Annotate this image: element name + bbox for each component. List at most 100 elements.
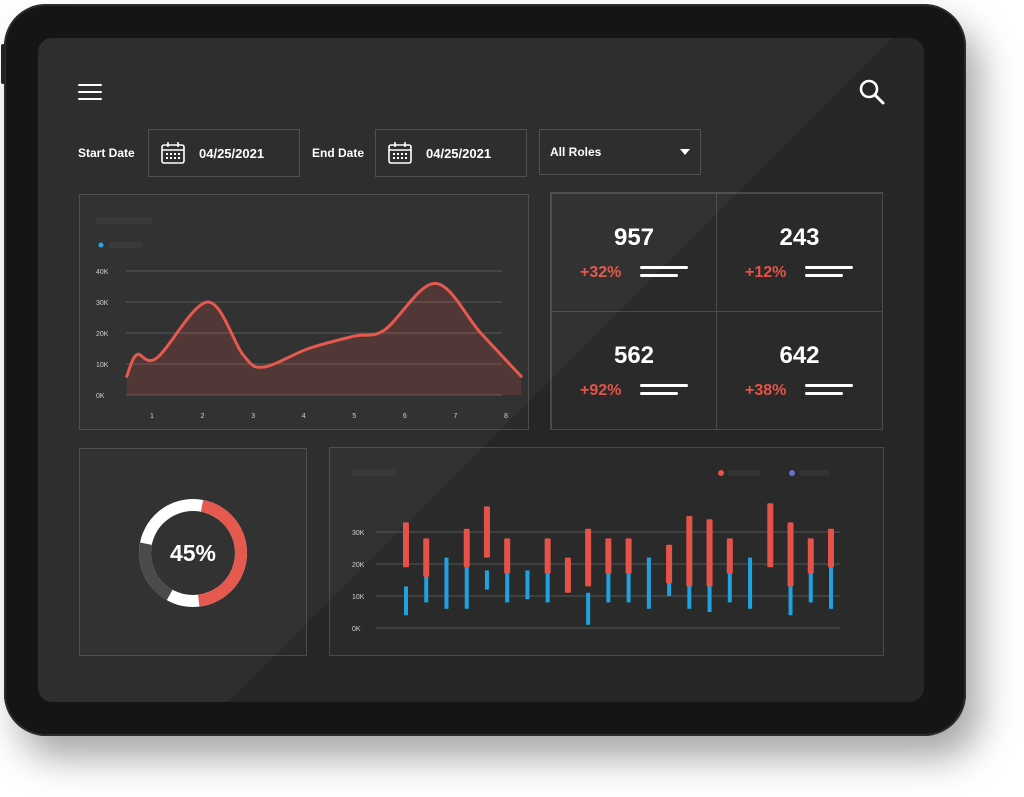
stat-change: +92%	[580, 382, 622, 399]
end-date-label: End Date	[312, 146, 365, 160]
area-line	[125, 281, 523, 378]
x-tick-label: 5	[352, 413, 356, 420]
x-tick-label: 7	[453, 413, 457, 420]
search-icon[interactable]	[858, 78, 886, 106]
chart-title-placeholder	[96, 217, 152, 224]
bar-red	[483, 506, 490, 558]
x-tick-label: 6	[403, 413, 407, 420]
stat-change: +32%	[580, 264, 622, 281]
bar-blue	[788, 586, 793, 616]
hamburger-menu-icon[interactable]	[78, 84, 102, 102]
stat-value: 957	[613, 224, 655, 251]
bar-blue	[586, 592, 591, 625]
bar-chart-panel: 0K 10K 20K 30K	[329, 447, 884, 656]
bar-blue	[424, 573, 429, 603]
bar-red	[564, 557, 571, 593]
legend-label-placeholder	[728, 470, 760, 476]
stat-value: 562	[613, 342, 655, 369]
y-tick-label: 30K	[96, 300, 109, 307]
y-tick-label: 10K	[96, 362, 109, 369]
stat-card[interactable]: 243 +12%	[716, 193, 883, 312]
bar-blue	[484, 570, 489, 590]
bar-blue	[444, 557, 449, 609]
stat-value: 243	[779, 224, 820, 251]
bar-blue	[808, 570, 813, 603]
bar-red	[787, 522, 794, 587]
end-date-field[interactable]: 04/25/2021	[375, 129, 527, 177]
bar-red	[544, 538, 551, 574]
bar-blue	[748, 557, 753, 609]
y-tick-label: 20K	[352, 562, 365, 569]
bar-red	[403, 522, 409, 568]
bar-red	[767, 503, 774, 568]
bar-red	[706, 519, 713, 587]
area-chart: 0K 10K 20K 30K 40K 1 2 3 4 5 6 7 8	[96, 217, 523, 420]
donut-secondary-arc	[139, 499, 247, 607]
bar-blue	[525, 570, 530, 600]
bar-blue	[606, 573, 611, 603]
bar-red	[807, 538, 814, 574]
bar-red	[423, 538, 430, 577]
bar-red	[605, 538, 612, 574]
roles-select[interactable]: All Roles	[539, 129, 701, 175]
stat-change: +12%	[745, 264, 787, 281]
calendar-icon	[161, 142, 185, 164]
start-date-value: 04/25/2021	[199, 145, 265, 161]
area-chart-panel: 0K 10K 20K 30K 40K 1 2 3 4 5 6 7 8	[79, 194, 529, 430]
bar-blue	[687, 573, 692, 609]
legend-label-placeholder	[799, 470, 829, 476]
stat-placeholder-lines	[805, 384, 853, 400]
y-tick-label: 0K	[352, 626, 361, 633]
y-tick-label: 20K	[96, 331, 109, 338]
bar-blue	[626, 573, 631, 603]
roles-select-value: All Roles	[550, 145, 602, 159]
bar-red	[463, 528, 470, 568]
legend-dot	[718, 470, 724, 476]
bar-red	[828, 528, 834, 568]
stat-card[interactable]: 957 +32%	[551, 193, 717, 312]
chart-title-placeholder	[352, 469, 396, 476]
y-tick-label: 0K	[96, 393, 105, 400]
bar-red	[585, 528, 592, 587]
chevron-down-icon	[680, 149, 690, 155]
y-tick-label: 30K	[352, 530, 365, 537]
bar-blue	[829, 564, 833, 609]
tablet-frame: Start Date 04/25/2021 End Date	[1, 4, 966, 736]
legend-dot	[789, 470, 795, 476]
bar-blue	[404, 586, 408, 616]
start-date-label: Start Date	[78, 146, 135, 160]
bar-blue	[707, 583, 712, 612]
stat-placeholder-lines	[640, 384, 688, 400]
bar-red	[726, 538, 733, 574]
bar-blue	[464, 564, 469, 609]
bar-red	[666, 544, 673, 584]
x-tick-label: 8	[504, 413, 508, 420]
bar-red	[686, 516, 693, 587]
x-tick-label: 1	[150, 413, 154, 420]
start-date-field[interactable]: 04/25/2021	[148, 129, 300, 177]
donut-percent-label: 45%	[169, 540, 217, 566]
stat-placeholder-lines	[805, 266, 853, 282]
bar-blue	[505, 573, 510, 603]
stat-card[interactable]: 562 +92%	[551, 311, 717, 430]
stats-grid: 957 +32% 243 +12% 562 +92% 642 +38%	[550, 192, 883, 430]
bar-blue	[545, 573, 550, 603]
end-date-value: 04/25/2021	[426, 145, 492, 161]
bar-blue	[646, 557, 651, 609]
legend-dot	[98, 242, 104, 248]
y-tick-label: 40K	[96, 269, 109, 276]
donut-chart	[139, 499, 247, 607]
stat-value: 642	[779, 342, 820, 369]
x-tick-label: 3	[251, 413, 255, 420]
x-tick-label: 2	[201, 413, 205, 420]
donut-ring	[139, 499, 247, 607]
donut-panel: 45%	[79, 448, 307, 656]
stat-card[interactable]: 642 +38%	[716, 311, 883, 430]
y-tick-label: 10K	[352, 594, 365, 601]
stat-placeholder-lines	[640, 266, 688, 282]
bar-blue	[727, 573, 732, 603]
x-tick-label: 4	[302, 413, 306, 420]
bar-red	[625, 538, 632, 574]
bar-chart: 0K 10K 20K 30K	[352, 469, 840, 633]
bar-red	[504, 538, 511, 574]
